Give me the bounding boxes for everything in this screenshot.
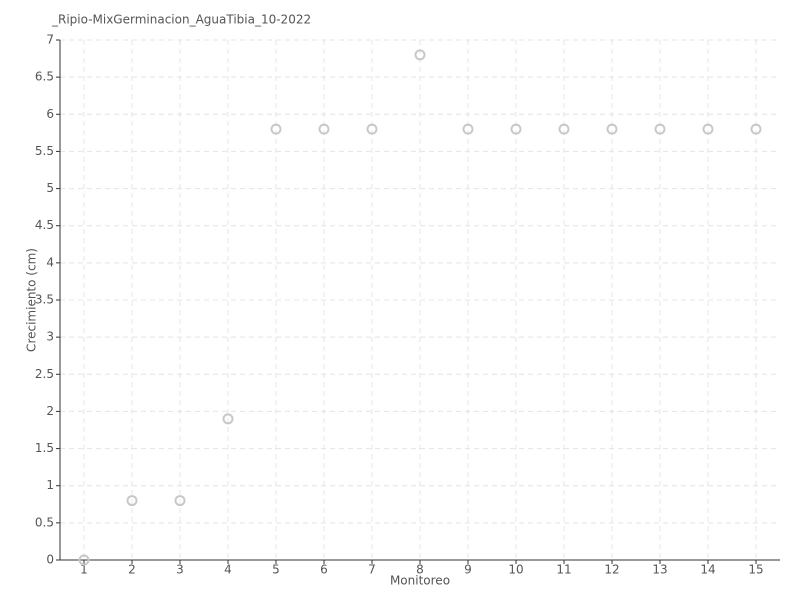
chart-title: _Ripio-MixGerminacion_AguaTibia_10-2022 [51, 13, 311, 27]
x-tick-label: 15 [748, 563, 763, 577]
point [318, 123, 330, 135]
y-tick-label: 0 [46, 553, 54, 567]
y-tick-label: 6.5 [35, 70, 54, 84]
x-tick-label: 9 [464, 563, 472, 577]
x-axis-label: Monitoreo [390, 574, 450, 588]
x-tick-label: 7 [368, 563, 376, 577]
point [222, 413, 234, 425]
x-tick-label: 5 [272, 563, 280, 577]
y-tick-label: 4 [46, 255, 54, 269]
x-tick-label: 2 [128, 563, 136, 577]
y-tick-label: 7 [46, 33, 54, 47]
y-tick-label: 6 [46, 107, 54, 121]
y-tick-label: 2 [46, 404, 54, 418]
point [654, 123, 666, 135]
point [510, 123, 522, 135]
y-tick-label: 2.5 [35, 367, 54, 381]
x-tick-label: 12 [604, 563, 619, 577]
point [366, 123, 378, 135]
x-tick-label: 10 [508, 563, 523, 577]
point [702, 123, 714, 135]
point [126, 495, 138, 507]
point [414, 49, 426, 61]
point [78, 554, 90, 566]
y-tick-label: 1.5 [35, 441, 54, 455]
y-tick-label: 5.5 [35, 144, 54, 158]
y-tick-label: 5 [46, 181, 54, 195]
y-axis-label: Crecimiento (cm) [25, 248, 39, 352]
y-tick-label: 1 [46, 478, 54, 492]
point [462, 123, 474, 135]
point [750, 123, 762, 135]
point [270, 123, 282, 135]
y-tick-label: 4.5 [35, 218, 54, 232]
point [558, 123, 570, 135]
point [174, 495, 186, 507]
y-tick-label: 3 [46, 330, 54, 344]
y-tick-label: 3.5 [35, 293, 54, 307]
x-tick-label: 8 [416, 563, 424, 577]
x-tick-label: 3 [176, 563, 184, 577]
x-tick-label: 4 [224, 563, 232, 577]
x-tick-label: 14 [700, 563, 715, 577]
x-tick-label: 1 [80, 563, 88, 577]
y-tick-label: 0.5 [35, 515, 54, 529]
x-tick-label: 6 [320, 563, 328, 577]
point [606, 123, 618, 135]
x-tick-label: 13 [652, 563, 667, 577]
x-tick-label: 11 [556, 563, 571, 577]
